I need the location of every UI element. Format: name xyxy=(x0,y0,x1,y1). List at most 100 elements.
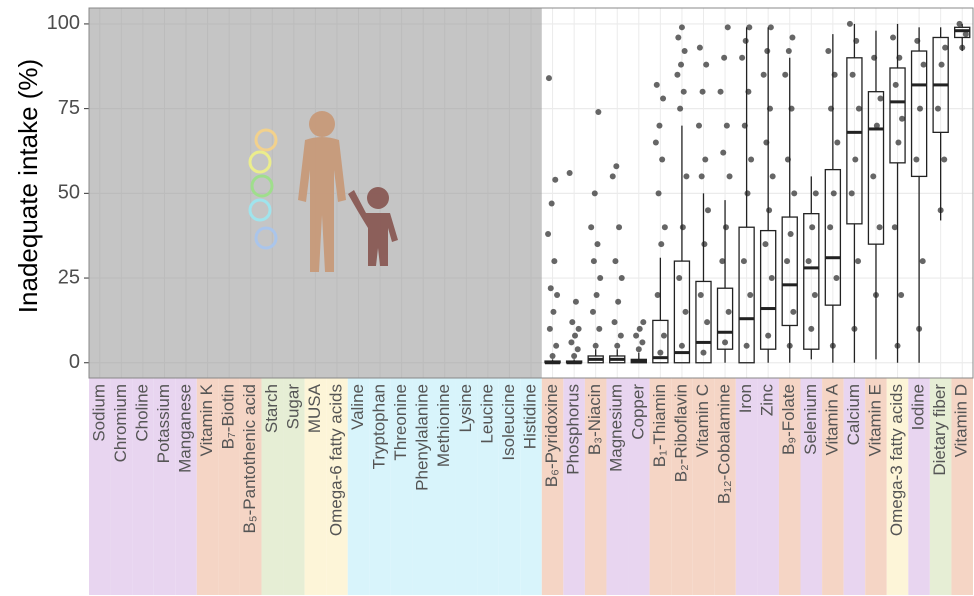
data-point xyxy=(921,62,927,68)
data-point xyxy=(941,156,947,162)
data-point xyxy=(551,258,557,264)
x-tick-label: Calcium xyxy=(844,384,863,445)
data-point xyxy=(656,190,662,196)
data-point xyxy=(660,95,666,101)
data-point xyxy=(743,38,749,44)
data-point xyxy=(590,309,596,315)
data-point xyxy=(596,326,602,332)
data-point xyxy=(724,123,730,129)
x-tick-label: MUSA xyxy=(305,383,324,433)
data-point xyxy=(825,48,831,54)
data-point xyxy=(789,34,795,40)
data-point xyxy=(550,309,556,315)
data-point xyxy=(812,292,818,298)
x-tick-label: B₇-Biotin xyxy=(219,384,238,449)
page: {"chart_data": {"type": "box", "ylabel":… xyxy=(0,0,974,596)
data-point xyxy=(681,89,687,95)
data-point xyxy=(761,72,767,78)
x-tick-label: Iron xyxy=(736,384,755,413)
x-tick-label: Copper xyxy=(628,384,647,440)
data-point xyxy=(640,319,646,325)
data-point xyxy=(788,231,794,237)
data-point xyxy=(594,241,600,247)
data-point xyxy=(809,224,815,230)
data-point xyxy=(870,173,876,179)
data-point xyxy=(569,319,575,325)
data-point xyxy=(682,48,688,54)
data-point xyxy=(813,190,819,196)
data-point xyxy=(790,309,796,315)
plot-area: 0255075100 xyxy=(47,8,973,378)
data-point xyxy=(769,275,775,281)
data-point xyxy=(639,339,645,345)
data-point xyxy=(895,140,901,146)
y-tick-label: 0 xyxy=(69,351,80,373)
x-tick-label: Selenium xyxy=(801,384,820,455)
data-point xyxy=(679,24,685,30)
x-tick-label: Omega-6 fatty acids xyxy=(326,384,345,536)
data-point xyxy=(748,156,754,162)
data-point xyxy=(659,156,665,162)
data-point xyxy=(591,258,597,264)
x-tick-label: B₃-Niacin xyxy=(585,384,604,455)
data-point xyxy=(834,140,840,146)
data-point xyxy=(662,224,668,230)
x-tick-label: Isoleucine xyxy=(499,384,518,461)
x-tick-label: Sugar xyxy=(283,384,302,430)
x-tick-label: Starch xyxy=(262,384,281,433)
data-point xyxy=(595,109,601,115)
data-point xyxy=(573,299,579,305)
data-point xyxy=(548,285,554,291)
x-tick-label: Potassium xyxy=(154,384,173,463)
chart: SodiumChromiumCholinePotassiumManganeseV… xyxy=(0,0,974,596)
x-tick-label: B₁₂-Cobalamine xyxy=(715,384,734,504)
x-tick-label: Manganese xyxy=(176,384,195,473)
data-point xyxy=(546,75,552,81)
data-point xyxy=(588,224,594,230)
data-point xyxy=(547,326,553,332)
data-point xyxy=(567,170,573,176)
data-point xyxy=(726,309,732,315)
data-point xyxy=(718,89,724,95)
data-point xyxy=(849,190,855,196)
data-point xyxy=(549,201,555,207)
data-point xyxy=(614,343,620,349)
data-point xyxy=(786,48,792,54)
x-tick-label: Leucine xyxy=(477,384,496,444)
data-point xyxy=(942,45,948,51)
x-tick-label: Histidine xyxy=(520,384,539,449)
data-point xyxy=(661,333,667,339)
data-point xyxy=(545,231,551,237)
data-point xyxy=(553,343,559,349)
data-point xyxy=(747,292,753,298)
x-tick-label: Choline xyxy=(132,384,151,442)
data-point xyxy=(703,62,709,68)
data-point xyxy=(831,190,837,196)
data-point xyxy=(893,82,899,88)
data-point xyxy=(554,292,560,298)
data-point xyxy=(700,89,706,95)
x-tick-label: B₁-Thiamin xyxy=(650,384,669,467)
x-tick-label: Threonine xyxy=(391,384,410,461)
data-point xyxy=(725,24,731,30)
data-point xyxy=(745,190,751,196)
data-point xyxy=(658,241,664,247)
data-point xyxy=(765,333,771,339)
data-point xyxy=(597,275,603,281)
data-point xyxy=(764,48,770,54)
data-point xyxy=(699,173,705,179)
data-point xyxy=(770,173,776,179)
data-point xyxy=(762,241,768,247)
x-tick-label: Phosphorus xyxy=(564,384,583,475)
data-point xyxy=(610,173,616,179)
x-tick-label: Iodine xyxy=(909,384,928,430)
y-tick-label: 25 xyxy=(58,266,80,288)
data-point xyxy=(700,350,706,356)
data-point xyxy=(698,292,704,298)
data-point xyxy=(656,123,662,129)
y-tick-label: 50 xyxy=(58,182,80,204)
data-point xyxy=(618,333,624,339)
y-tick-label: 75 xyxy=(58,97,80,119)
x-tick-label: B₅-Pantothenic acid xyxy=(240,384,259,534)
x-tick-label: Valine xyxy=(348,384,367,430)
